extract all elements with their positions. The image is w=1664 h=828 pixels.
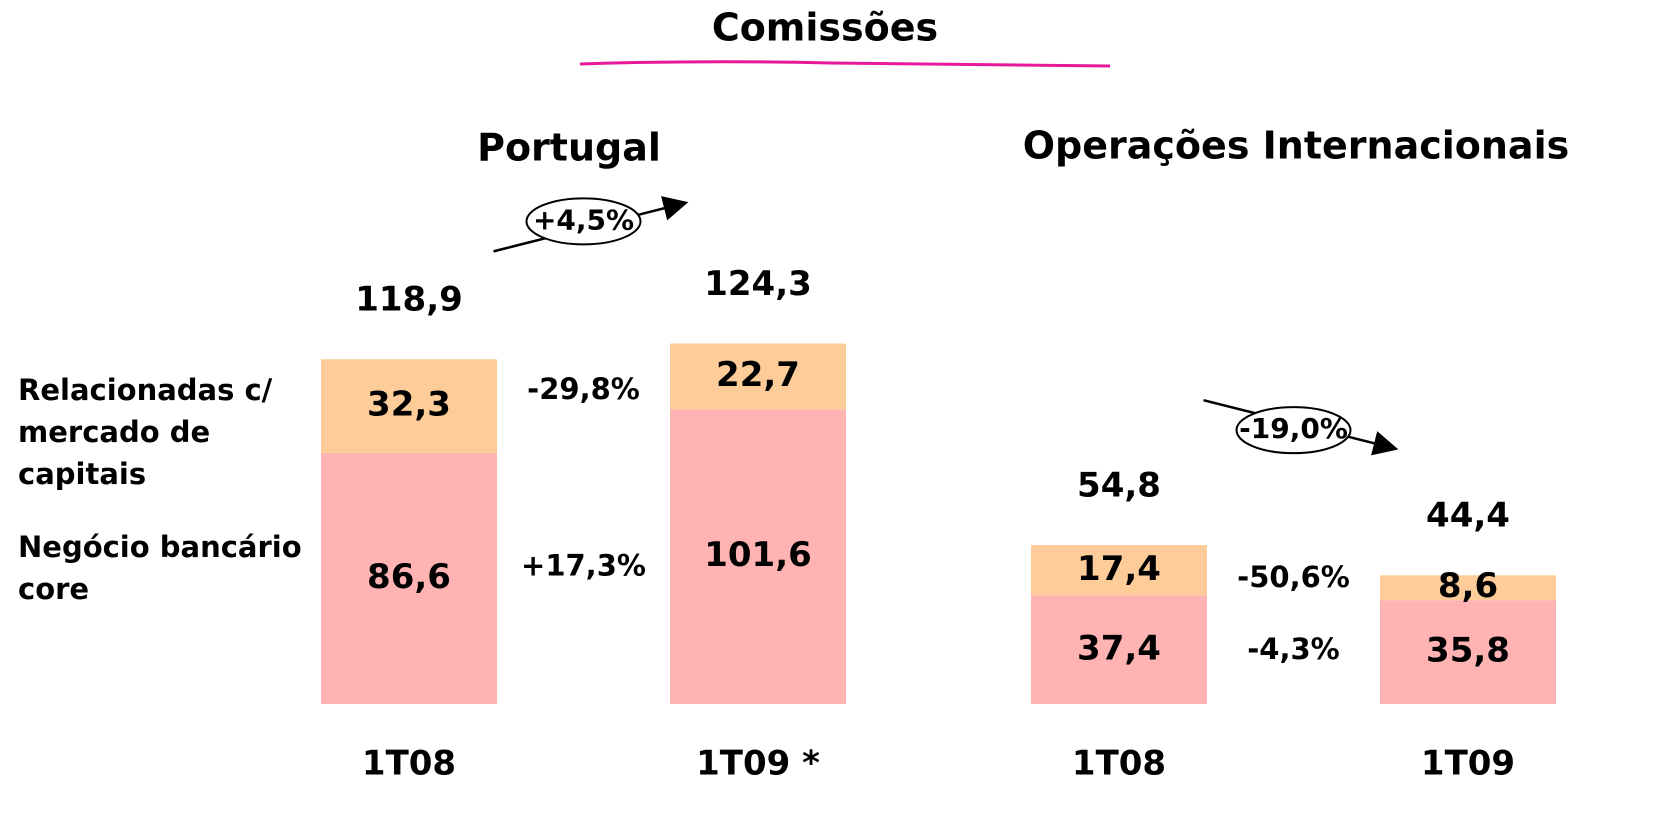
value-label: 8,6: [1438, 566, 1498, 606]
bar-segment: [1380, 600, 1556, 704]
change-label: -4,3%: [1247, 632, 1339, 666]
value-label: 32,3: [367, 385, 451, 425]
page-title: Comissões: [712, 6, 938, 50]
value-label: 35,8: [1426, 631, 1510, 671]
value-label: 22,7: [716, 355, 800, 395]
total-label: 44,4: [1426, 496, 1510, 536]
value-label: 101,6: [704, 535, 812, 575]
value-label: 37,4: [1077, 628, 1161, 668]
bar-segment: [1031, 545, 1207, 596]
total-label: 124,3: [704, 264, 812, 304]
chart-title: Portugal: [477, 126, 661, 170]
category-label: 1T09 *: [696, 744, 820, 784]
bar-segment: [1031, 595, 1207, 704]
total-change: +4,5%: [533, 203, 634, 236]
total-label: 54,8: [1077, 466, 1161, 506]
legend-label: Relacionadas c/ mercado de capitais: [18, 373, 273, 492]
bar-segment: [670, 343, 846, 410]
change-label: +17,3%: [521, 549, 646, 583]
category-label: 1T09: [1421, 744, 1515, 784]
category-label: 1T08: [362, 744, 456, 784]
trend-ellipse: [525, 197, 642, 246]
value-label: 86,6: [367, 557, 451, 597]
bar-segment: [321, 452, 497, 704]
title-underline: [579, 60, 1111, 68]
total-label: 118,9: [355, 280, 463, 320]
total-change: -19,0%: [1239, 412, 1348, 445]
bar-segment: [1380, 575, 1556, 601]
value-label: 17,4: [1077, 549, 1161, 589]
bar-segment: [321, 359, 497, 453]
legend-label: Negócio bancário core: [18, 529, 302, 606]
category-label: 1T08: [1072, 744, 1166, 784]
trend-ellipse: [1235, 406, 1352, 455]
bar-segment: [670, 409, 846, 704]
chart-title: Operações Internacionais: [1023, 124, 1569, 168]
change-label: -50,6%: [1237, 560, 1350, 594]
change-label: -29,8%: [527, 372, 640, 406]
